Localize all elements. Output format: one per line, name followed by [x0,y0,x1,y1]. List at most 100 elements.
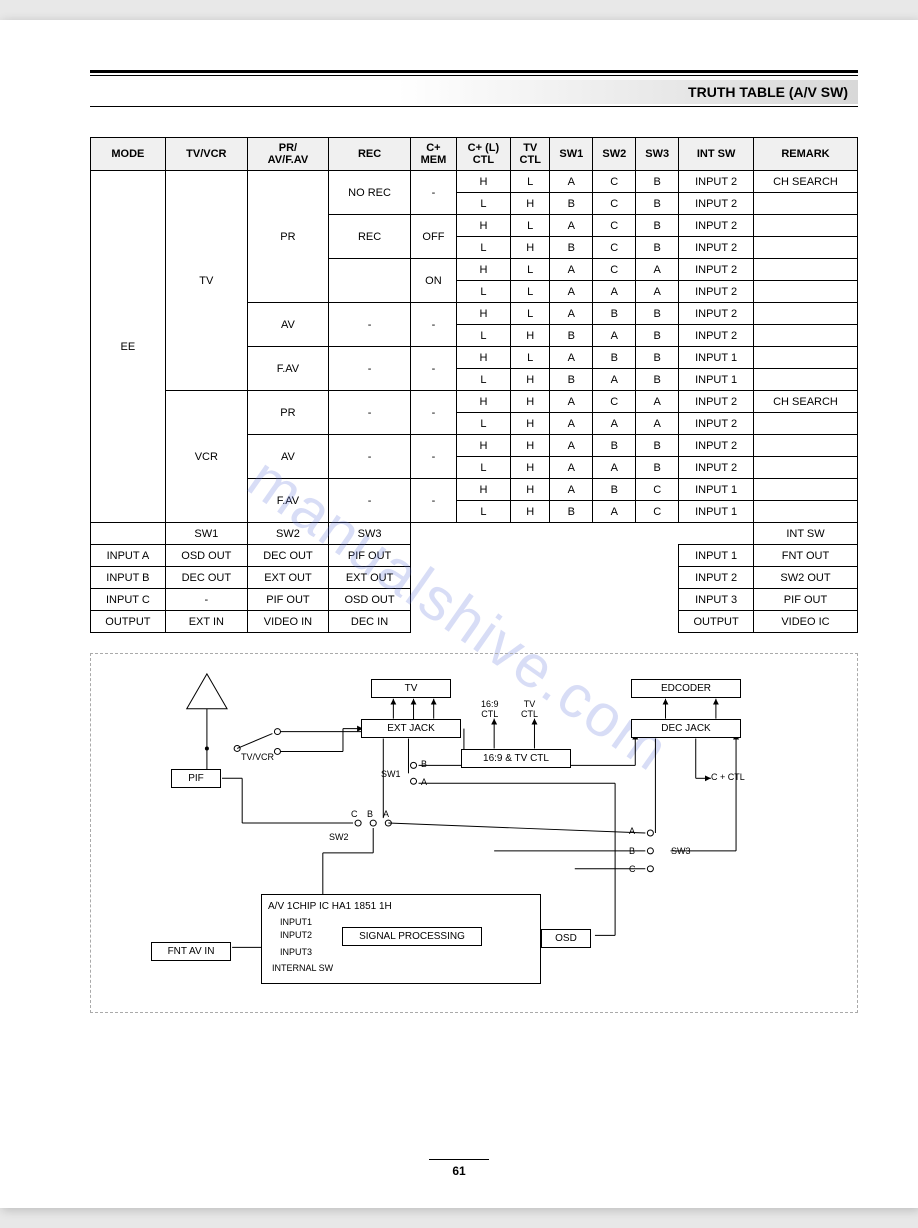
cell: H [511,413,550,435]
cell: B [550,237,593,259]
header-rule-thin [90,75,858,76]
cell: INPUT 2 [679,435,754,457]
cell [753,413,857,435]
cell: B [636,325,679,347]
legend-header-row: SW1 SW2 SW3 INT SW [91,523,858,545]
cell: H [511,457,550,479]
label-sw1a: A [421,777,427,787]
th-tvvcr: TV/VCR [165,138,247,171]
label-169ctl: 16:9 CTL [481,699,499,719]
cell: L [511,259,550,281]
page-title: TRUTH TABLE (A/V SW) [90,80,858,104]
cell-rec: - [329,479,411,523]
cell [753,347,857,369]
cell: C [593,259,636,281]
cell-cmem: - [411,391,457,435]
cell: B [636,369,679,391]
cell: H [511,391,550,413]
cell: B [593,479,636,501]
cell: L [511,281,550,303]
header-rule-top [90,70,858,73]
cell-cmem: OFF [411,215,457,259]
cell: INPUT 2 [679,215,754,237]
cell: B [636,347,679,369]
page-footer: 61 [0,1159,918,1178]
th-intsw: INT SW [679,138,754,171]
cell: H [456,391,510,413]
cell: A [550,303,593,325]
cell: A [593,369,636,391]
cell: SW1 [165,523,247,545]
cell: B [636,171,679,193]
cell: FNT OUT [753,545,857,567]
cell: H [511,501,550,523]
cell: VIDEO IN [247,611,328,633]
cell-cmem: ON [411,259,457,303]
label-sw3a: A [629,826,635,836]
cell-rec: - [329,303,411,347]
cell: B [593,303,636,325]
cell: CH SEARCH [753,171,857,193]
cell: C [593,237,636,259]
cell: B [550,369,593,391]
th-sw1: SW1 [550,138,593,171]
table-row: EE TV PR NO REC - H L A C B INPUT 2 CH S… [91,171,858,193]
label-cctl: C + CTL [711,772,745,782]
cell-rec: REC [329,215,411,259]
node-fntav: FNT AV IN [151,942,231,961]
node-ctl169: 16:9 & TV CTL [461,749,571,768]
cell: PIF OUT [329,545,411,567]
blank-cell [411,523,679,633]
cell-rec [329,259,411,303]
cell-rec: - [329,347,411,391]
node-pif: PIF [171,769,221,788]
node-decjack: DEC JACK [631,719,741,738]
page: manualshive.com TRUTH TABLE (A/V SW) MOD… [0,20,918,1208]
label-in3: INPUT3 [280,947,312,957]
label-intsw: INTERNAL SW [272,963,333,973]
cell: L [511,171,550,193]
cell: INPUT 1 [679,369,754,391]
cell: PIF OUT [247,589,328,611]
cell: INPUT 2 [679,281,754,303]
cell: OSD OUT [329,589,411,611]
th-cmem: C+ MEM [411,138,457,171]
cell [753,479,857,501]
cell: A [636,259,679,281]
cell [753,501,857,523]
cell: C [636,479,679,501]
cell: INPUT 2 [679,457,754,479]
node-edcoder: EDCODER [631,679,741,698]
cell: VIDEO IC [753,611,857,633]
th-remark: REMARK [753,138,857,171]
cell: PIF OUT [753,589,857,611]
cell-tvvcr: TV [165,171,247,391]
cell: OUTPUT [91,611,166,633]
cell: EXT OUT [329,567,411,589]
cell: DEC OUT [247,545,328,567]
cell-cmem: - [411,303,457,347]
table-row: VCR PR - - H H A C A INPUT 2 CH SEARCH [91,391,858,413]
cell: H [456,435,510,457]
cell: INPUT 1 [679,501,754,523]
blank-cell [679,523,754,545]
cell-cmem: - [411,171,457,215]
cell: INPUT A [91,545,166,567]
cell: INPUT B [91,567,166,589]
cell: EXT IN [165,611,247,633]
cell-pr: F.AV [247,479,328,523]
cell-pr: AV [247,435,328,479]
cell: INPUT C [91,589,166,611]
cell: H [456,259,510,281]
cell [753,303,857,325]
label-sw2c: C [351,809,358,819]
cell: A [550,347,593,369]
cell: B [550,193,593,215]
node-chip: A/V 1CHIP IC HA1 1851 1H INPUT1 INPUT2 I… [261,894,541,984]
cell [753,237,857,259]
cell: H [511,435,550,457]
label-tvctl: TV CTL [521,699,538,719]
cell-pr: PR [247,171,328,303]
th-sw3: SW3 [636,138,679,171]
node-tv: TV [371,679,451,698]
